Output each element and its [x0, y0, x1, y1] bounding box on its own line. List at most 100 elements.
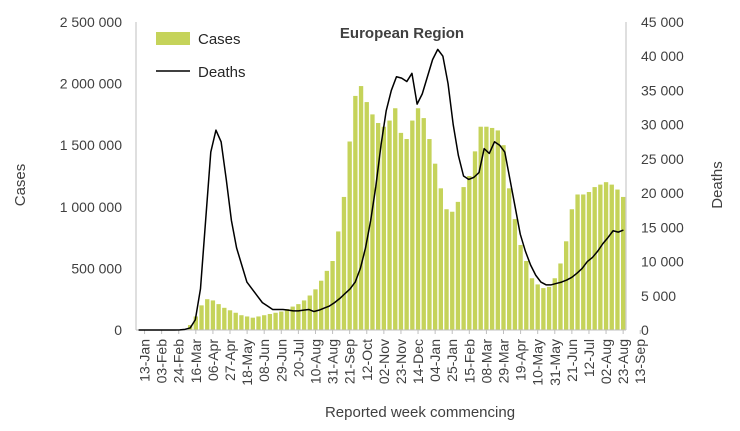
cases-bar — [279, 311, 284, 330]
x-tick-label: 15-Feb — [461, 339, 477, 384]
cases-bar — [546, 286, 552, 330]
cases-bar — [336, 231, 341, 330]
x-tick-label: 10-Aug — [307, 339, 323, 384]
x-tick-label: 19-Apr — [513, 339, 529, 381]
cases-bar — [267, 313, 273, 330]
cases-bar — [216, 304, 221, 330]
cases-bar — [330, 261, 335, 330]
cases-bar — [472, 151, 478, 330]
left-tick-label: 1 000 000 — [60, 199, 122, 215]
cases-bar — [398, 132, 404, 330]
cases-bar — [375, 123, 381, 331]
right-tick-label: 10 000 — [641, 254, 684, 270]
legend: Cases Deaths — [156, 31, 246, 81]
x-tick-label: 25-Jan — [444, 339, 460, 382]
cases-bar — [450, 211, 455, 330]
x-tick-label: 13-Jan — [137, 339, 153, 382]
cases-bar — [615, 189, 620, 330]
cases-bar — [256, 316, 261, 330]
x-tick-label: 12-Oct — [359, 339, 375, 381]
cases-bar — [467, 176, 472, 330]
cases-bar — [524, 261, 529, 330]
cases-bar — [592, 187, 597, 330]
left-tick-label: 2 000 000 — [60, 76, 122, 92]
cases-bar — [461, 187, 466, 330]
x-tick-label: 10-May — [530, 339, 546, 386]
cases-bar — [438, 188, 443, 330]
cases-bars — [182, 86, 626, 331]
cases-bar — [250, 317, 255, 330]
legend-cases-swatch — [156, 32, 190, 45]
x-tick-label: 02-Nov — [376, 339, 392, 384]
cases-bar — [364, 102, 369, 330]
right-tick-label: 20 000 — [641, 185, 684, 201]
x-tick-label: 08-Mar — [478, 339, 494, 384]
x-tick-label: 23-Aug — [615, 339, 631, 384]
cases-bar — [529, 278, 535, 330]
left-tick-label: 500 000 — [71, 260, 122, 276]
cases-bar — [227, 310, 233, 330]
cases-bar — [598, 184, 603, 330]
cases-bar — [518, 244, 523, 330]
x-tick-label: 31-May — [547, 339, 563, 386]
cases-bar — [319, 280, 324, 330]
x-tick-label: 02-Aug — [598, 339, 614, 384]
cases-bar — [233, 312, 238, 330]
cases-bar — [262, 315, 267, 330]
cases-bar — [427, 139, 432, 330]
cases-bar — [489, 127, 495, 330]
cases-bar — [290, 306, 295, 330]
y-axis-left-title: Cases — [12, 164, 29, 207]
x-tick-label: 18-May — [239, 339, 255, 386]
cases-bar — [284, 309, 290, 330]
cases-bar — [569, 209, 575, 330]
right-tick-label: 45 000 — [641, 14, 684, 30]
x-tick-label: 31-Aug — [325, 339, 341, 384]
cases-bar — [347, 141, 352, 330]
right-tick-label: 25 000 — [641, 151, 684, 167]
left-axis-ticks: 0 500 000 1 000 000 1 500 000 2 000 000 2 500… — [60, 14, 123, 338]
cases-bar — [222, 307, 227, 330]
cases-bar — [273, 312, 278, 330]
cases-bar — [244, 316, 250, 330]
cases-bar — [239, 315, 244, 330]
deaths-line — [138, 48, 624, 331]
y-axis-right-title: Deaths — [709, 161, 726, 209]
cases-bar — [455, 201, 461, 330]
x-tick-label: 29-Jun — [273, 339, 289, 382]
x-tick-label: 29-Mar — [496, 339, 512, 384]
x-tick-label: 21-Sep — [342, 339, 358, 384]
cases-bar — [575, 194, 580, 330]
x-tick-label: 06-Apr — [205, 339, 221, 381]
cases-bar — [552, 278, 557, 330]
cases-bar — [484, 126, 489, 330]
x-tick-label: 21-Jun — [564, 339, 580, 382]
cases-bar — [564, 241, 569, 330]
cases-bar — [393, 108, 398, 331]
cases-bar — [512, 219, 518, 330]
cases-bar — [193, 316, 198, 330]
cases-bar — [501, 145, 506, 330]
cases-bar — [603, 182, 609, 330]
cases-bar — [404, 139, 409, 330]
x-tick-label: 04-Jan — [427, 339, 443, 382]
cases-bar — [324, 270, 330, 330]
cases-bar — [313, 289, 318, 330]
x-tick-label: 13-Sep — [632, 339, 648, 384]
left-tick-label: 2 500 000 — [60, 14, 122, 30]
right-tick-label: 35 000 — [641, 82, 684, 98]
cases-bar — [507, 188, 512, 330]
x-tick-label: 14-Dec — [410, 339, 426, 384]
chart-title: European Region — [340, 25, 464, 42]
cases-bar — [205, 299, 210, 330]
cases-bar — [535, 284, 540, 330]
cases-bar — [620, 196, 626, 330]
cases-bar — [307, 295, 312, 330]
x-axis-title: Reported week commencing — [325, 404, 515, 421]
cases-bar — [421, 118, 426, 330]
cases-bar — [358, 86, 364, 330]
axes — [135, 22, 627, 331]
x-tick-label: 27-Apr — [222, 339, 238, 381]
legend-cases-label: Cases — [198, 31, 241, 48]
cases-bar — [541, 288, 546, 330]
